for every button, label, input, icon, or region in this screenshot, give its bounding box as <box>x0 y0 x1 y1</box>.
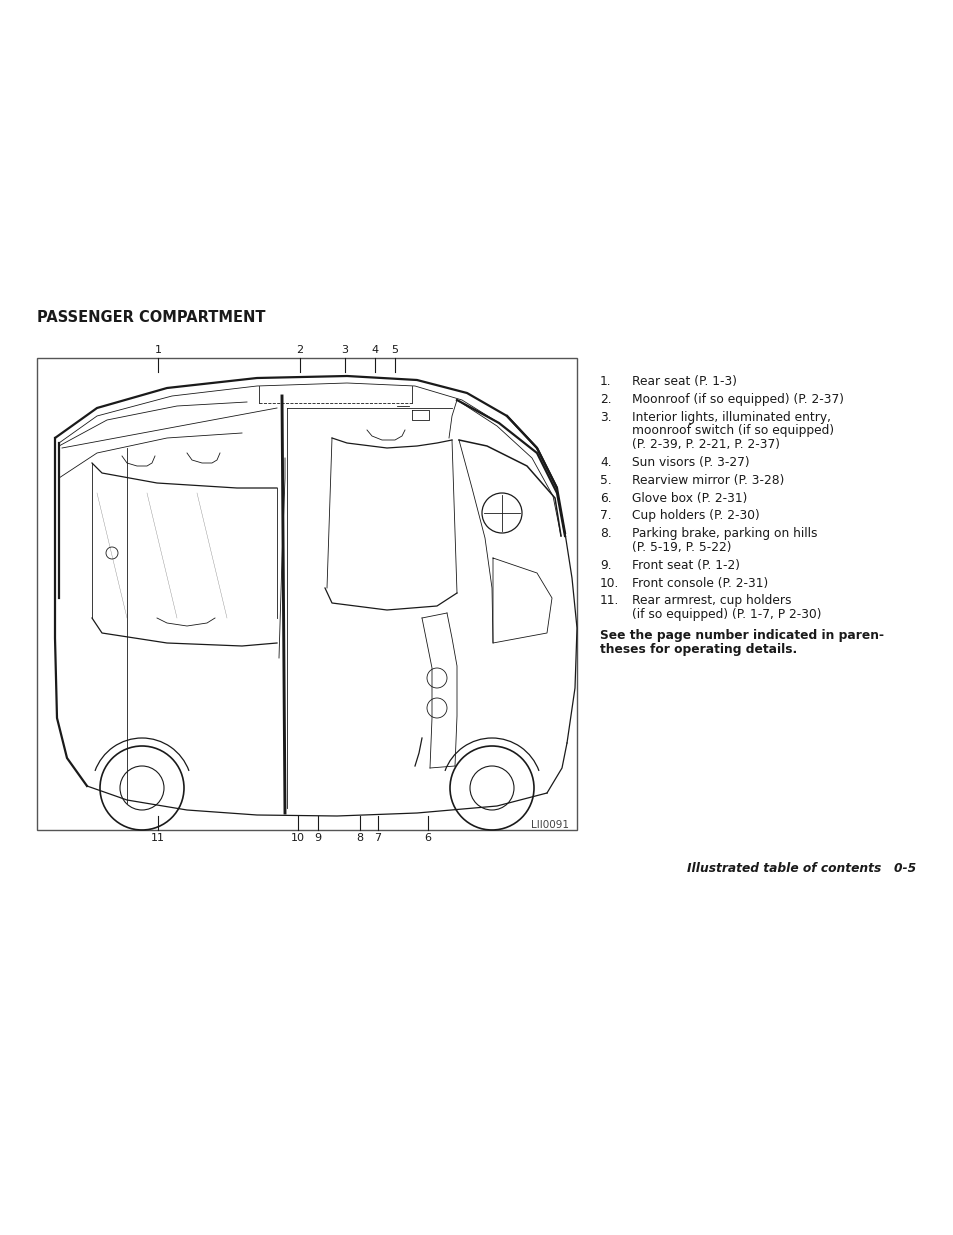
Text: 1.: 1. <box>599 375 611 388</box>
Text: Glove box (P. 2-31): Glove box (P. 2-31) <box>631 492 746 505</box>
Text: 2: 2 <box>296 345 303 354</box>
Text: LII0091: LII0091 <box>531 820 568 830</box>
Text: 1: 1 <box>154 345 161 354</box>
Text: 3: 3 <box>341 345 348 354</box>
Text: See the page number indicated in paren-: See the page number indicated in paren- <box>599 629 883 642</box>
Text: 3.: 3. <box>599 410 611 424</box>
Text: Rear seat (P. 1-3): Rear seat (P. 1-3) <box>631 375 737 388</box>
Text: 4: 4 <box>371 345 378 354</box>
Text: moonroof switch (if so equipped): moonroof switch (if so equipped) <box>631 425 833 437</box>
Text: 5: 5 <box>391 345 398 354</box>
Text: 8.: 8. <box>599 527 611 540</box>
Text: 8: 8 <box>356 832 363 844</box>
Text: Illustrated table of contents   0-5: Illustrated table of contents 0-5 <box>686 862 915 876</box>
Text: 2.: 2. <box>599 393 611 406</box>
Text: Front seat (P. 1-2): Front seat (P. 1-2) <box>631 558 740 572</box>
Text: 5.: 5. <box>599 474 611 487</box>
Text: theses for operating details.: theses for operating details. <box>599 642 797 656</box>
Text: Parking brake, parking on hills: Parking brake, parking on hills <box>631 527 817 540</box>
Text: Moonroof (if so equipped) (P. 2-37): Moonroof (if so equipped) (P. 2-37) <box>631 393 843 406</box>
Text: 6.: 6. <box>599 492 611 505</box>
Text: (P. 2-39, P. 2-21, P. 2-37): (P. 2-39, P. 2-21, P. 2-37) <box>631 438 780 451</box>
Text: Front console (P. 2-31): Front console (P. 2-31) <box>631 577 767 589</box>
Text: 11.: 11. <box>599 594 618 608</box>
Text: Sun visors (P. 3-27): Sun visors (P. 3-27) <box>631 456 749 469</box>
Text: 9.: 9. <box>599 558 611 572</box>
Text: (if so equipped) (P. 1-7, P 2-30): (if so equipped) (P. 1-7, P 2-30) <box>631 608 821 621</box>
Text: Interior lights, illuminated entry,: Interior lights, illuminated entry, <box>631 410 830 424</box>
Text: 7.: 7. <box>599 509 611 522</box>
Bar <box>37 358 577 830</box>
Text: (P. 5-19, P. 5-22): (P. 5-19, P. 5-22) <box>631 541 731 555</box>
Text: Rear armrest, cup holders: Rear armrest, cup holders <box>631 594 791 608</box>
Text: 10.: 10. <box>599 577 618 589</box>
Text: Cup holders (P. 2-30): Cup holders (P. 2-30) <box>631 509 759 522</box>
Text: 7: 7 <box>374 832 381 844</box>
Text: 4.: 4. <box>599 456 611 469</box>
Text: PASSENGER COMPARTMENT: PASSENGER COMPARTMENT <box>37 310 265 325</box>
Text: Rearview mirror (P. 3-28): Rearview mirror (P. 3-28) <box>631 474 783 487</box>
Text: 9: 9 <box>314 832 321 844</box>
Text: 6: 6 <box>424 832 431 844</box>
Text: 11: 11 <box>151 832 165 844</box>
Text: 10: 10 <box>291 832 305 844</box>
